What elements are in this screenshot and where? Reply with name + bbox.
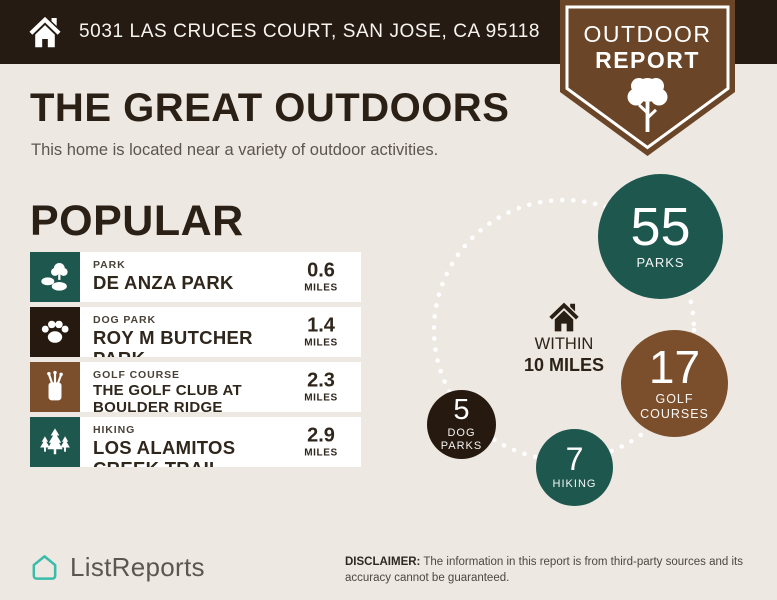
place-name: DE ANZA PARK (93, 272, 234, 293)
distance-value: 2.9 (307, 424, 335, 447)
distance-unit: MILES (304, 447, 338, 459)
popular-list: PARK DE ANZA PARK 0.6 MILES DOG PA (30, 252, 361, 467)
pine-trees-icon (40, 428, 70, 455)
disclaimer-text: The information in this report is from t… (345, 556, 743, 585)
dog-park-icon-box (30, 307, 80, 357)
disclaimer-label: DISCLAIMER: (345, 556, 421, 568)
outdoor-report-badge: OUTDOOR REPORT (560, 0, 735, 156)
disclaimer: DISCLAIMER: The information in this repo… (345, 554, 749, 586)
radius-dotted-circle (431, 197, 697, 463)
listreports-logo: ListReports (28, 551, 205, 584)
category-label: DOG PARK (93, 314, 157, 326)
home-icon (29, 16, 61, 48)
distance-unit: MILES (304, 337, 338, 349)
listreports-house-icon (32, 555, 57, 580)
hiking-icon-box (30, 417, 80, 467)
popular-heading: POPULAR (30, 197, 244, 245)
distance-value: 1.4 (307, 314, 335, 337)
golf-count: 17 (648, 340, 701, 393)
place-name: ROY M BUTCHER PARK (93, 327, 253, 357)
dog-parks-count-bubble: 5 DOG PARKS (427, 390, 496, 459)
radius-center-label: WITHIN 10 MILES (504, 335, 624, 376)
list-item-park: PARK DE ANZA PARK 0.6 MILES (30, 252, 361, 302)
brand-name: ListReports (70, 552, 205, 582)
parks-label: PARKS (636, 255, 685, 271)
park-icon-box (30, 252, 80, 302)
list-item-body: HIKING LOS ALAMITOS CREEK TRAIL 2.9 MILE… (80, 417, 361, 467)
category-label: GOLF COURSE (93, 369, 180, 381)
tree-icon (627, 78, 668, 132)
distance: 1.4 MILES (289, 316, 353, 349)
hiking-count: 7 (565, 441, 584, 478)
within-label: WITHIN (534, 335, 594, 353)
distance: 2.3 MILES (289, 371, 353, 404)
distance: 2.9 MILES (289, 426, 353, 459)
list-item-body: DOG PARK ROY M BUTCHER PARK 1.4 MILES (80, 307, 361, 357)
property-address: 5031 LAS CRUCES COURT, SAN JOSE, CA 9511… (79, 21, 541, 42)
badge-line1: OUTDOOR (583, 21, 711, 47)
badge-line2: REPORT (595, 47, 700, 73)
parks-count-bubble: 55 PARKS (598, 174, 723, 299)
golf-count-bubble: 17 GOLF COURSES (621, 330, 728, 437)
list-item-body: GOLF COURSE THE GOLF CLUB AT BOULDER RID… (80, 362, 361, 412)
golf-bag-icon (47, 370, 63, 401)
distance-value: 0.6 (307, 259, 335, 282)
list-item-dog-park: DOG PARK ROY M BUTCHER PARK 1.4 MILES (30, 307, 361, 357)
category-label: PARK (93, 259, 126, 271)
page-title: THE GREAT OUTDOORS (30, 86, 510, 130)
dog-parks-label: DOG PARKS (440, 427, 483, 452)
park-icon (41, 262, 68, 291)
list-item-golf-course: GOLF COURSE THE GOLF CLUB AT BOULDER RID… (30, 362, 361, 412)
distance-value: 2.3 (307, 369, 335, 392)
hiking-label: HIKING (552, 477, 597, 490)
list-item-hiking: HIKING LOS ALAMITOS CREEK TRAIL 2.9 MILE… (30, 417, 361, 467)
category-label: HIKING (93, 424, 136, 436)
hiking-count-bubble: 7 HIKING (536, 429, 613, 506)
distance: 0.6 MILES (289, 261, 353, 294)
place-name: LOS ALAMITOS CREEK TRAIL (93, 437, 236, 467)
golf-label: GOLF COURSES (640, 392, 709, 421)
radius-miles-label: 10 MILES (523, 355, 605, 375)
distance-unit: MILES (304, 282, 338, 294)
place-name: THE GOLF CLUB AT BOULDER RIDGE (93, 382, 242, 412)
golf-icon-box (30, 362, 80, 412)
list-item-body: PARK DE ANZA PARK 0.6 MILES (80, 252, 361, 302)
parks-count: 55 (630, 196, 691, 257)
center-home-icon (549, 302, 579, 332)
paw-icon (41, 320, 69, 343)
page-subtitle: This home is located near a variety of o… (31, 141, 439, 159)
dog-parks-count: 5 (453, 393, 470, 426)
distance-unit: MILES (304, 392, 338, 404)
